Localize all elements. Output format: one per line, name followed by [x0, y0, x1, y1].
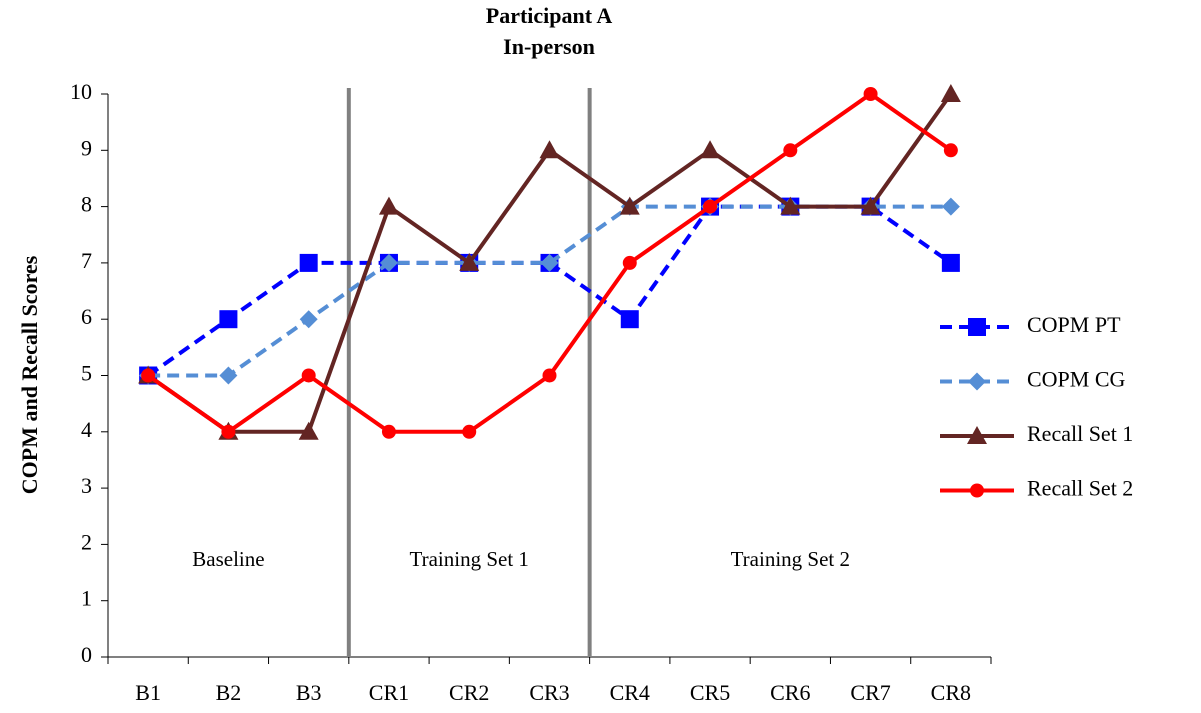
marker: [863, 87, 878, 101]
marker: [219, 366, 238, 385]
phase-label: Training Set 2: [731, 547, 850, 571]
marker: [221, 424, 236, 439]
x-tick-label: CR2: [449, 680, 489, 705]
series-line: [146, 204, 953, 378]
marker: [542, 368, 557, 383]
marker: [940, 84, 961, 102]
marker: [943, 143, 958, 158]
marker: [540, 253, 559, 272]
marker: [299, 253, 318, 272]
x-tick-label: CR7: [850, 680, 890, 705]
x-tick-label: CR4: [610, 680, 650, 705]
marker: [780, 196, 801, 215]
y-tick-label: 7: [81, 248, 92, 273]
legend-marker: [970, 483, 984, 498]
marker: [622, 255, 637, 270]
marker: [298, 421, 319, 440]
x-tick-label: CR5: [690, 680, 730, 705]
marker: [620, 310, 639, 329]
x-tick-label: B3: [296, 680, 322, 705]
phase-label: Baseline: [192, 547, 264, 571]
y-tick-label: 1: [81, 586, 92, 611]
legend-marker: [968, 318, 986, 336]
x-tick-label: CR3: [529, 680, 569, 705]
y-axis-label: COPM and Recall Scores: [17, 255, 42, 494]
marker: [941, 253, 960, 272]
phase-label: Training Set 1: [410, 547, 529, 571]
y-tick-label: 6: [81, 304, 92, 329]
series-line: [148, 204, 951, 378]
legend-label: Recall Set 1: [1027, 421, 1133, 446]
y-tick-label: 3: [81, 473, 92, 498]
x-tick-label: CR1: [369, 680, 409, 705]
y-tick-label: 10: [70, 79, 92, 104]
marker: [619, 196, 640, 215]
chart-subtitle: In-person: [503, 34, 595, 59]
chart-title: Participant A: [486, 3, 613, 28]
marker: [703, 199, 718, 214]
legend-label: COPM CG: [1027, 367, 1126, 392]
x-tick-label: CR8: [931, 680, 971, 705]
x-tick-label: CR6: [770, 680, 810, 705]
marker: [462, 424, 477, 439]
y-tick-label: 2: [81, 529, 92, 554]
y-tick-label: 9: [81, 135, 92, 160]
legend-label: Recall Set 2: [1027, 476, 1133, 501]
legend-label: COPM PT: [1027, 312, 1121, 337]
marker: [379, 253, 398, 272]
x-tick-label: B1: [135, 680, 161, 705]
legend-marker: [967, 426, 987, 444]
marker: [539, 140, 560, 159]
marker: [783, 143, 798, 158]
marker: [860, 196, 881, 215]
y-tick-label: 0: [81, 642, 92, 667]
y-tick-label: 5: [81, 361, 92, 386]
marker: [219, 310, 238, 329]
marker: [141, 368, 156, 383]
marker: [941, 197, 960, 216]
marker: [299, 310, 318, 329]
marker: [378, 196, 399, 215]
marker: [381, 424, 396, 439]
y-tick-label: 4: [81, 417, 92, 442]
x-tick-label: B2: [216, 680, 242, 705]
y-tick-label: 8: [81, 192, 92, 217]
legend-marker: [968, 372, 986, 391]
marker: [301, 368, 316, 383]
marker: [700, 140, 721, 159]
marker: [459, 252, 480, 271]
